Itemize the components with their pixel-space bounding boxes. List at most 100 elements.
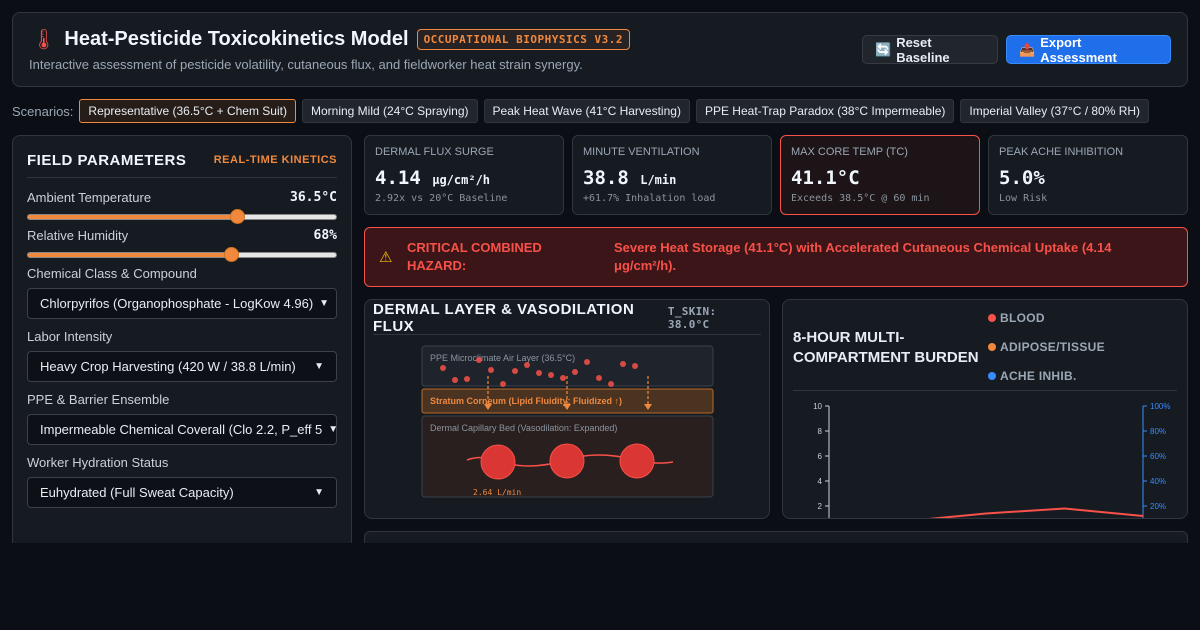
hydration-field: Worker Hydration Status Euhydrated (Full… xyxy=(27,455,337,508)
chemical-select[interactable]: Chlorpyrifos (Organophosphate - LogKow 4… xyxy=(27,288,337,319)
scenario-chip[interactable]: PPE Heat-Trap Paradox (38°C Impermeable) xyxy=(695,99,955,123)
particle xyxy=(464,376,470,382)
particle xyxy=(560,375,566,381)
alert-text: Severe Heat Storage (41.1°C) with Accele… xyxy=(614,240,1112,273)
particle xyxy=(608,381,614,387)
particle xyxy=(620,361,626,367)
dermal-diagram: PPE Microclimate Air Layer (36.5°C) Stra… xyxy=(421,345,714,498)
chemical-label: Chemical Class & Compound xyxy=(27,266,197,281)
series-line-blood xyxy=(928,507,1144,518)
flux-arrowhead xyxy=(644,404,652,410)
metric-label: MINUTE VENTILATION xyxy=(583,146,700,158)
legend-item-adipose: ADIPOSE/TISSUE xyxy=(988,340,1105,354)
metric-card-ventilation: MINUTE VENTILATION 38.8 L/min +61.7% Inh… xyxy=(572,135,772,215)
capillary-label: Dermal Capillary Bed (Vasodilation: Expa… xyxy=(430,423,617,433)
hazard-alert: ⚠ CRITICAL COMBINED HAZARD: Severe Heat … xyxy=(364,227,1188,287)
labor-field: Labor Intensity Heavy Crop Harvesting (4… xyxy=(27,329,337,382)
chart-title: 8-HOUR MULTI-COMPARTMENT BURDEN xyxy=(793,329,979,366)
chevron-down-icon: ▼ xyxy=(314,487,324,498)
y-tick-label-left: 8 xyxy=(818,427,823,436)
reset-baseline-label: Reset Baseline xyxy=(896,34,950,65)
scenario-chip[interactable]: Representative (36.5°C + Chem Suit) xyxy=(79,99,296,123)
ambient-temperature-field: Ambient Temperature 36.5°C xyxy=(27,190,337,224)
panel-title: FIELD PARAMETERS xyxy=(27,152,187,169)
labor-label: Labor Intensity xyxy=(27,329,113,344)
dermal-layer-panel: DERMAL LAYER & VASODILATION FLUX T_SKIN:… xyxy=(364,299,770,519)
chevron-down-icon: ▼ xyxy=(328,424,336,435)
metric-value: 41.1°C xyxy=(791,167,860,189)
slider-fill xyxy=(28,253,232,257)
particle xyxy=(572,369,578,375)
metric-card-dermal-flux: DERMAL FLUX SURGE 4.14 μg/cm²/h 2.92x vs… xyxy=(364,135,564,215)
y-tick-label-right: 40% xyxy=(1150,477,1166,486)
scenario-chip[interactable]: Imperial Valley (37°C / 80% RH) xyxy=(960,99,1150,123)
particle xyxy=(452,377,458,383)
legend-item-ache: ACHE INHIB. xyxy=(988,369,1105,383)
dermal-header: DERMAL LAYER & VASODILATION FLUX T_SKIN:… xyxy=(373,301,761,335)
refresh-icon: 🔄 xyxy=(875,41,892,57)
chart-legend: BLOOD ADIPOSE/TISSUE ACHE INHIB. xyxy=(988,311,1105,398)
particle xyxy=(488,367,494,373)
relative-humidity-field: Relative Humidity 68% xyxy=(27,228,337,262)
scenario-chip[interactable]: Peak Heat Wave (41°C Harvesting) xyxy=(483,99,690,123)
metric-sub: 2.92x vs 20°C Baseline xyxy=(375,193,508,204)
ambient-temperature-slider[interactable] xyxy=(27,209,337,224)
hydration-label: Worker Hydration Status xyxy=(27,455,169,470)
relative-humidity-label: Relative Humidity xyxy=(27,228,129,243)
metric-card-core-temp: MAX CORE TEMP (TC) 41.1°C Exceeds 38.5°C… xyxy=(780,135,980,215)
metric-sub: Exceeds 38.5°C @ 60 min xyxy=(791,193,930,204)
export-assessment-label: Export Assessment xyxy=(1040,34,1117,65)
scenario-chip[interactable]: Morning Mild (24°C Spraying) xyxy=(301,99,478,123)
hydration-select[interactable]: Euhydrated (Full Sweat Capacity) ▼ xyxy=(27,477,337,508)
particle xyxy=(440,365,446,371)
legend-label: ADIPOSE/TISSUE xyxy=(1000,340,1105,354)
y-tick-label-right: 80% xyxy=(1150,427,1166,436)
skin-temp-readout: T_SKIN: 38.0°C xyxy=(667,305,717,331)
slider-fill xyxy=(28,215,238,219)
metric-label: DERMAL FLUX SURGE xyxy=(375,146,494,158)
metric-value: 38.8 L/min xyxy=(583,167,677,189)
stratum-label: Stratum Corneum (Lipid Fluidity: Fluidiz… xyxy=(430,396,622,406)
slider-thumb[interactable] xyxy=(230,209,246,224)
chevron-down-icon: ▼ xyxy=(319,298,330,309)
particle xyxy=(524,362,530,368)
legend-swatch xyxy=(988,372,996,380)
realtime-tag: REAL-TIME KINETICS xyxy=(213,154,337,166)
export-assessment-button[interactable]: 📤 Export Assessment xyxy=(1006,34,1171,65)
chevron-down-icon: ▼ xyxy=(314,361,324,372)
chemical-field: Chemical Class & Compound Chlorpyrifos (… xyxy=(27,266,337,319)
particle xyxy=(632,363,638,369)
chart-divider xyxy=(793,390,1177,391)
blood-cell xyxy=(549,443,585,479)
dermal-title: DERMAL LAYER & VASODILATION FLUX xyxy=(373,301,635,335)
labor-select[interactable]: Heavy Crop Harvesting (420 W / 38.8 L/mi… xyxy=(27,351,337,382)
burden-chart-svg: 02468100%20%40%60%80%100%0h2h4h6h8h xyxy=(813,402,1170,518)
scenarios-label: Scenarios: xyxy=(12,103,74,119)
y-tick-label-left: 6 xyxy=(818,452,823,461)
y-tick-label-right: 20% xyxy=(1150,502,1166,511)
slider-thumb[interactable] xyxy=(224,247,240,262)
reset-baseline-button[interactable]: 🔄 Reset Baseline xyxy=(862,34,998,65)
ppe-select[interactable]: Impermeable Chemical Coverall (Clo 2.2, … xyxy=(27,414,337,445)
y-tick-label-left: 4 xyxy=(818,477,823,486)
particle xyxy=(536,370,542,376)
ambient-temperature-value: 36.5°C xyxy=(290,190,337,205)
panel-header: FIELD PARAMETERS REAL-TIME KINETICS xyxy=(27,152,337,178)
alert-title: CRITICAL COMBINED HAZARD: xyxy=(407,240,542,273)
page-cutoff xyxy=(0,543,1200,630)
burden-chart-panel: 8-HOUR MULTI-COMPARTMENT BURDEN BLOOD AD… xyxy=(782,299,1188,519)
particle xyxy=(512,368,518,374)
particle xyxy=(596,375,602,381)
relative-humidity-value: 68% xyxy=(313,228,337,243)
page-subtitle: Interactive assessment of pesticide vola… xyxy=(29,57,583,72)
blood-flow-readout: 2.64 L/min xyxy=(473,488,521,497)
metric-value: 5.0% xyxy=(999,167,1045,189)
ppe-field: PPE & Barrier Ensemble Impermeable Chemi… xyxy=(27,392,337,445)
y-tick-label-left: 10 xyxy=(813,402,822,411)
ambient-temperature-label: Ambient Temperature xyxy=(27,190,152,205)
metric-label: MAX CORE TEMP (TC) xyxy=(791,146,908,158)
relative-humidity-slider[interactable] xyxy=(27,247,337,262)
metric-card-ache-inhibition: PEAK ACHE INHIBITION 5.0% Low Risk xyxy=(988,135,1188,215)
air-layer-label: PPE Microclimate Air Layer (36.5°C) xyxy=(430,353,575,363)
metric-sub: Low Risk xyxy=(999,193,1048,204)
